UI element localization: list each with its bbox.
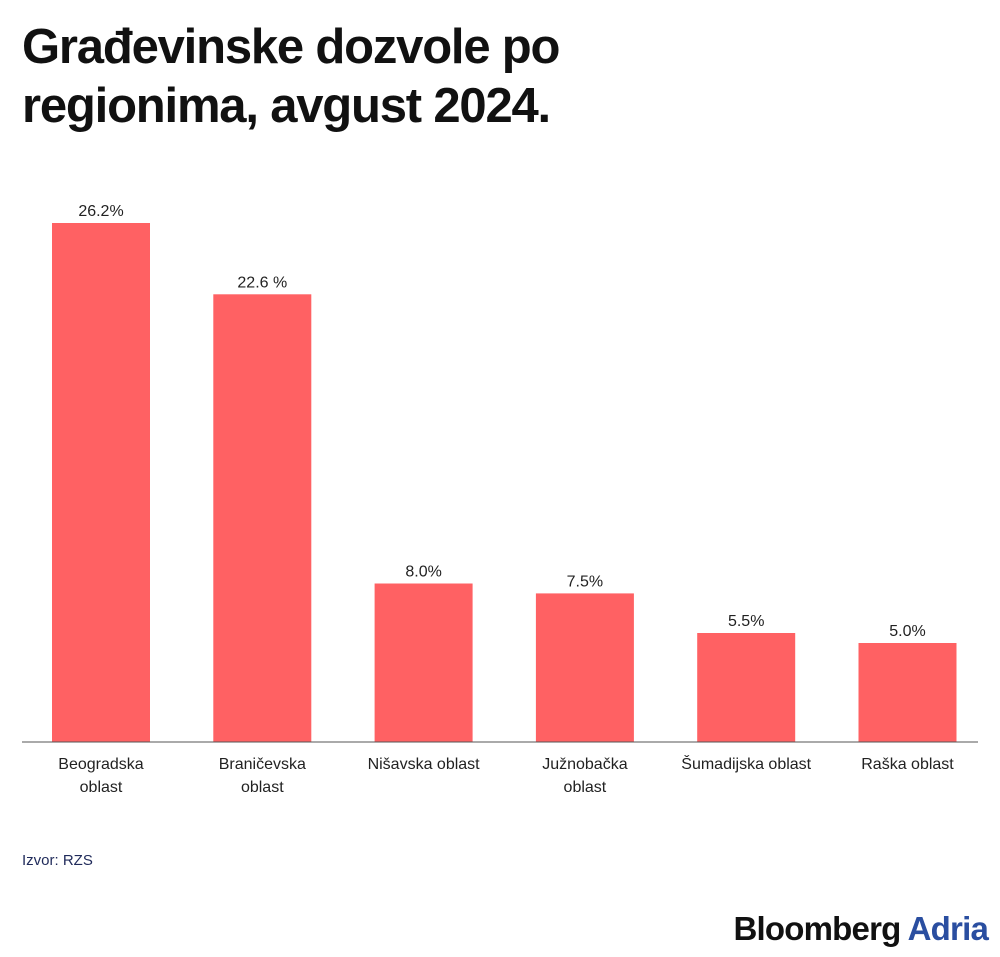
- category-label-1-line-0: Braničevska: [219, 756, 306, 773]
- value-label-0: 26.2%: [78, 203, 123, 220]
- chart-title-line-2: regionima, avgust 2024.: [22, 79, 551, 133]
- labels-layer: 26.2% Beogradska oblast 22.6 % Braničevska ob…: [58, 203, 954, 796]
- value-label-5: 5.0%: [889, 623, 925, 640]
- bar-chart: 26.2% Beogradska oblast 22.6 % Braničevska ob…: [22, 203, 978, 796]
- value-label-4: 5.5%: [728, 613, 764, 630]
- category-label-1-line-1: oblast: [241, 779, 284, 796]
- bar-1: [213, 294, 312, 742]
- category-label-2-line-0: Nišavska oblast: [368, 756, 481, 773]
- value-label-2: 8.0%: [405, 564, 441, 581]
- bar-0: [52, 223, 150, 742]
- bar-5: [858, 643, 957, 742]
- bar-2: [374, 583, 473, 742]
- logo-text-main: Bloomberg: [733, 910, 902, 947]
- bars-layer: [52, 223, 957, 742]
- category-label-3-line-1: oblast: [564, 779, 607, 796]
- category-label-0-line-1: oblast: [80, 779, 123, 796]
- chart-title-line-1: Građevinske dozvole po: [22, 20, 560, 74]
- value-label-3: 7.5%: [567, 573, 603, 590]
- logo-text-accent: Adria: [907, 910, 989, 947]
- bar-4: [697, 633, 796, 742]
- chart-title: Građevinske dozvole po regionima, avgust…: [22, 18, 962, 136]
- category-label-0-line-0: Beogradska: [58, 756, 143, 773]
- category-label-3-line-0: Južnobačka: [542, 756, 627, 773]
- brand-logo: Bloomberg Adria: [733, 910, 989, 948]
- source-note: Izvor: RZS: [22, 852, 93, 869]
- value-label-1: 22.6 %: [237, 274, 287, 291]
- bar-3: [535, 593, 634, 742]
- category-label-4-line-0: Šumadijska oblast: [681, 754, 811, 773]
- category-label-5-line-0: Raška oblast: [861, 756, 954, 773]
